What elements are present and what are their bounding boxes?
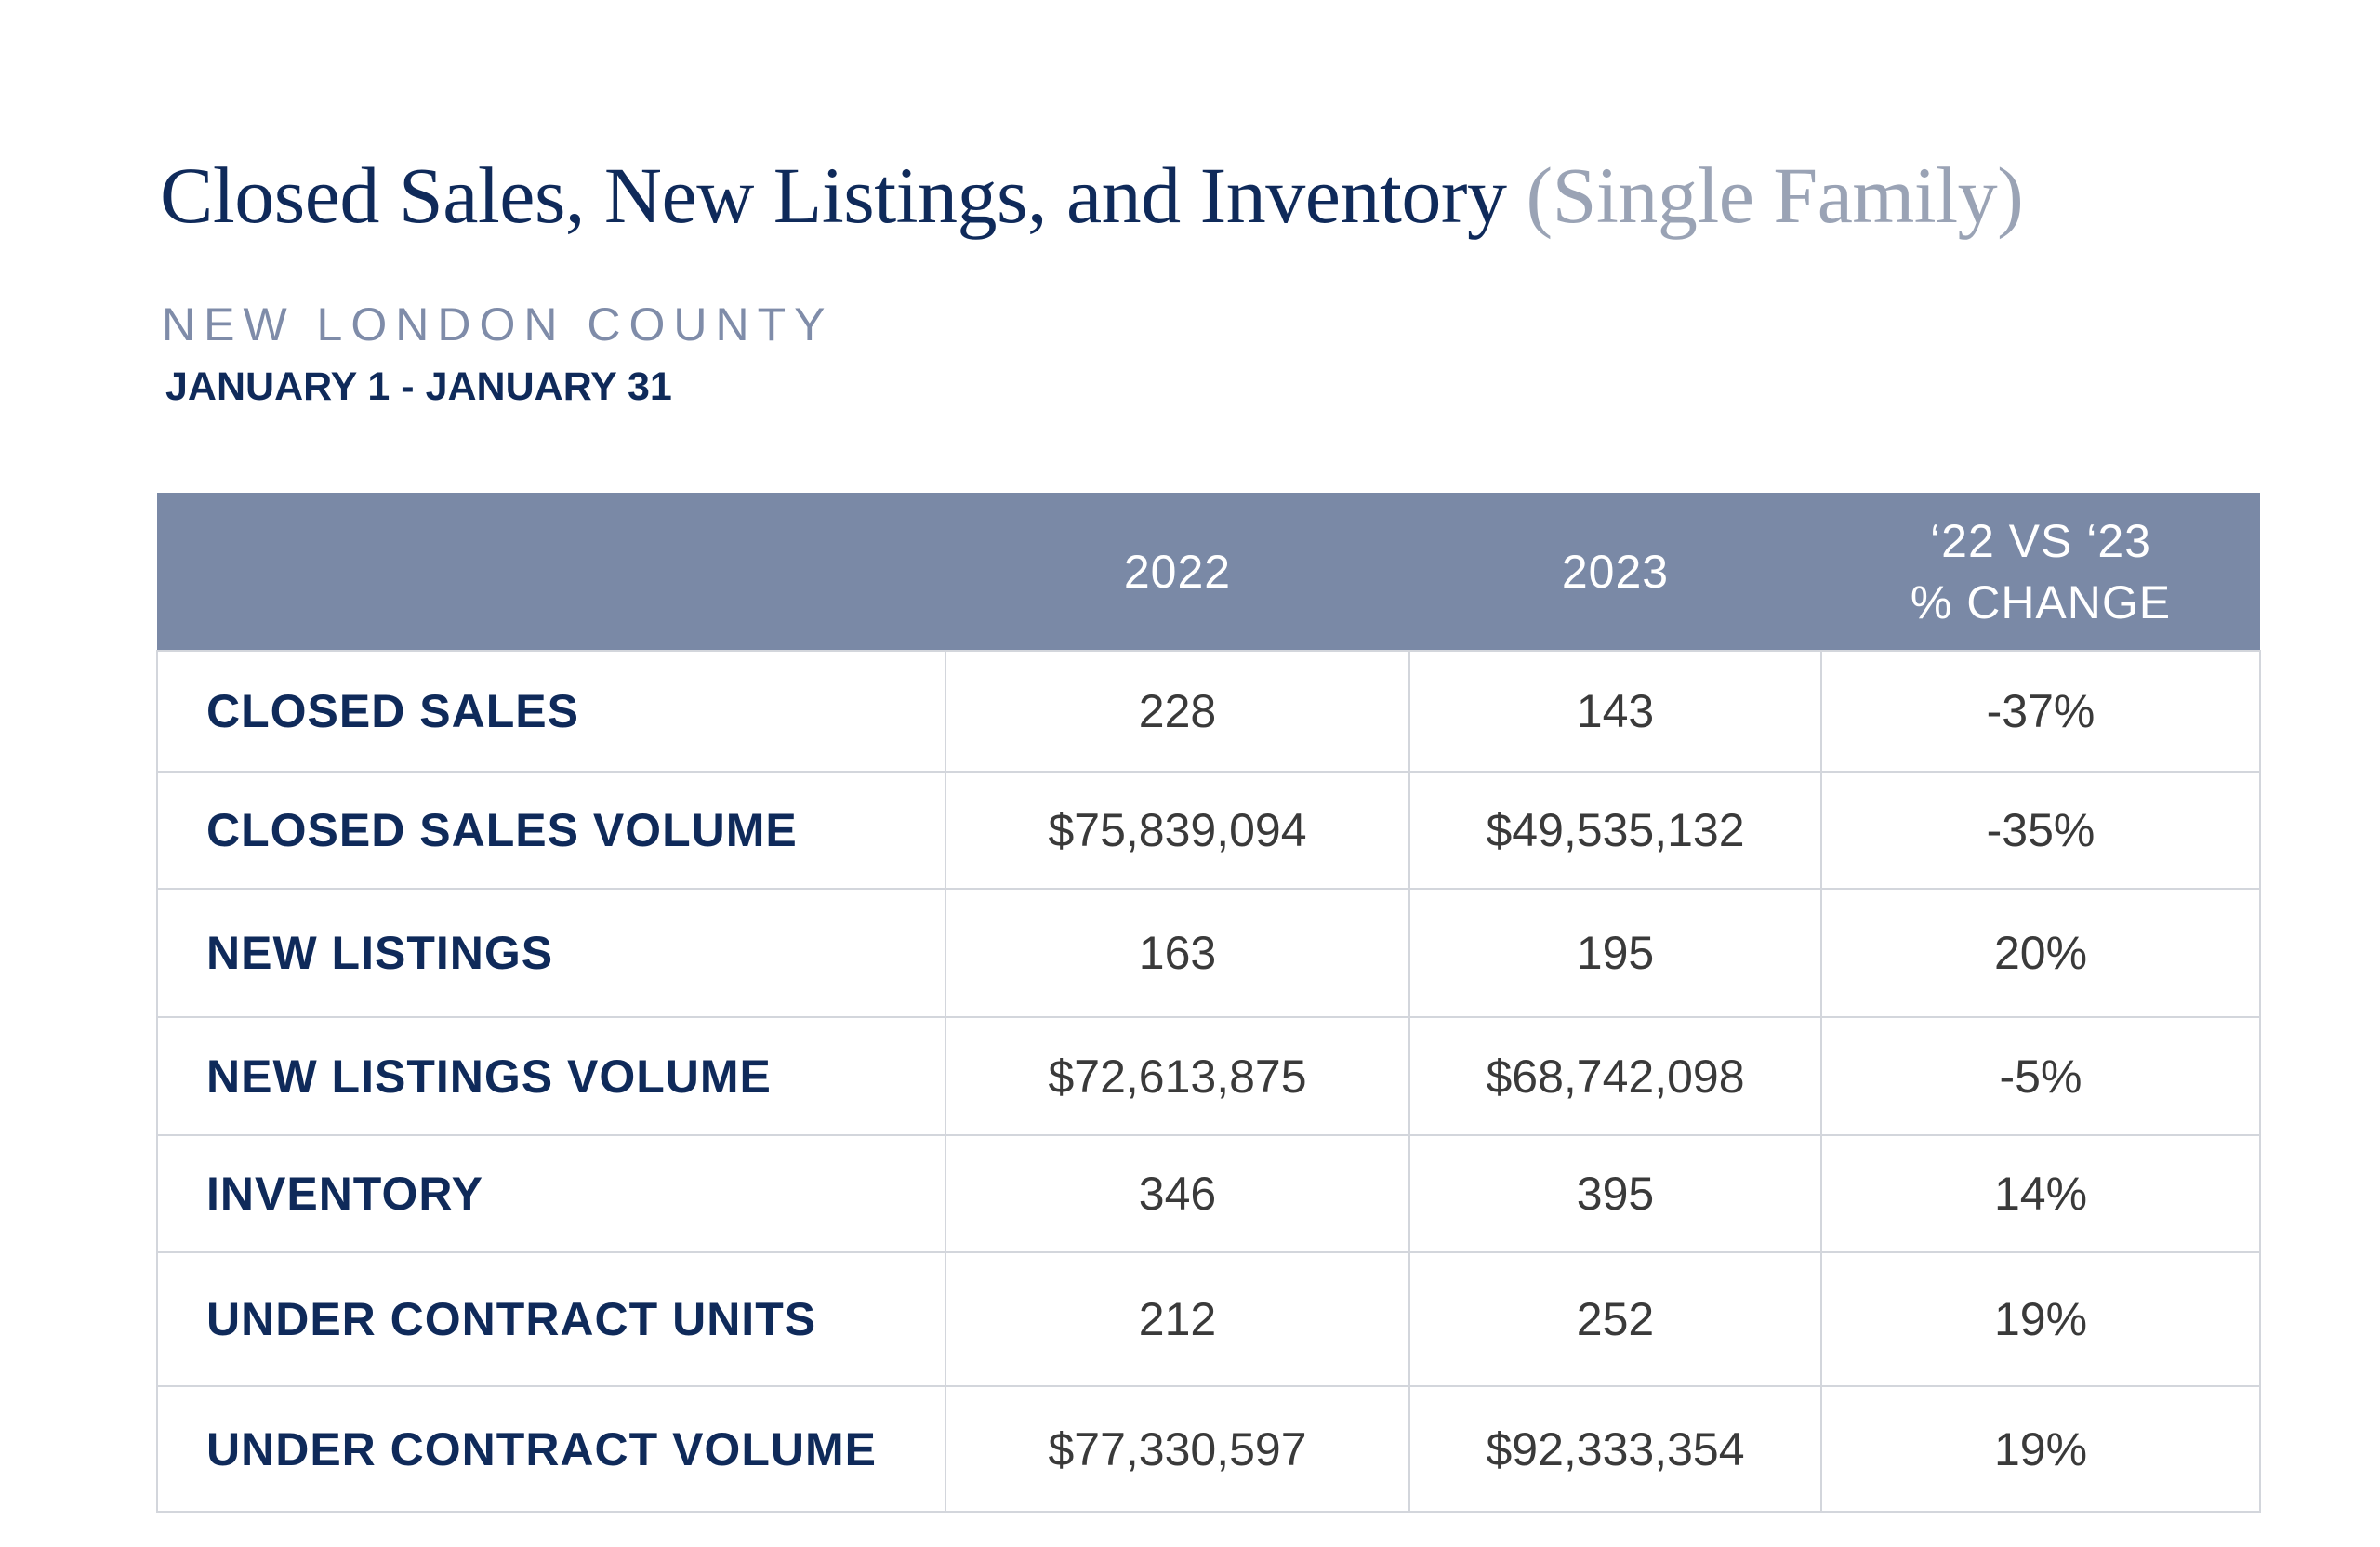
table-row: NEW LISTINGS 163 195 20% [156,888,2261,1018]
header-change-line1: ‘22 VS ‘23 [1930,514,2151,567]
value-2023: 143 [1408,650,1822,773]
row-label: INVENTORY [156,1134,946,1253]
table-row: INVENTORY 346 395 14% [156,1134,2261,1253]
value-change: 20% [1820,888,2261,1018]
value-2023: 195 [1408,888,1822,1018]
value-change: -35% [1820,771,2261,890]
table-row: NEW LISTINGS VOLUME $72,613,875 $68,742,09… [156,1016,2261,1136]
header-2023: 2023 [1409,493,1821,651]
header-change: ‘22 VS ‘23 % CHANGE [1821,493,2260,651]
header-label [157,493,945,651]
title-paren: (Single Family) [1526,151,2024,240]
row-label: NEW LISTINGS VOLUME [156,1016,946,1136]
row-label: NEW LISTINGS [156,888,946,1018]
row-label: CLOSED SALES [156,650,946,773]
header-change-line2: % CHANGE [1910,575,2172,628]
stats-table: 2022 2023 ‘22 VS ‘23 % CHANGE CLOSED SAL… [156,493,2261,1513]
value-change: 19% [1820,1385,2261,1513]
county-subtitle: NEW LONDON COUNTY [162,298,834,350]
date-range: JANUARY 1 - JANUARY 31 [165,364,672,409]
value-2023: 395 [1408,1134,1822,1253]
value-2023: $68,742,098 [1408,1016,1822,1136]
table-row: UNDER CONTRACT UNITS 212 252 19% [156,1251,2261,1387]
row-label: UNDER CONTRACT VOLUME [156,1385,946,1513]
value-change: 19% [1820,1251,2261,1387]
table-header-row: 2022 2023 ‘22 VS ‘23 % CHANGE [157,493,2260,651]
header-2022: 2022 [945,493,1409,651]
table-row: CLOSED SALES 228 143 -37% [156,650,2261,773]
page-title: Closed Sales, New Listings, and Inventor… [160,149,2024,242]
value-2022: 212 [945,1251,1410,1387]
value-2022: $72,613,875 [945,1016,1410,1136]
value-change: 14% [1820,1134,2261,1253]
row-label: UNDER CONTRACT UNITS [156,1251,946,1387]
value-change: -37% [1820,650,2261,773]
value-2023: $92,333,354 [1408,1385,1822,1513]
value-2022: $77,330,597 [945,1385,1410,1513]
value-2022: 163 [945,888,1410,1018]
value-2022: 228 [945,650,1410,773]
row-label: CLOSED SALES VOLUME [156,771,946,890]
table-row: UNDER CONTRACT VOLUME $77,330,597 $92,333,… [156,1385,2261,1513]
value-2023: 252 [1408,1251,1822,1387]
value-2022: $75,839,094 [945,771,1410,890]
title-main: Closed Sales, New Listings, and Inventor… [160,151,1507,240]
value-change: -5% [1820,1016,2261,1136]
value-2022: 346 [945,1134,1410,1253]
table-row: CLOSED SALES VOLUME $75,839,094 $49,535,13… [156,771,2261,890]
value-2023: $49,535,132 [1408,771,1822,890]
